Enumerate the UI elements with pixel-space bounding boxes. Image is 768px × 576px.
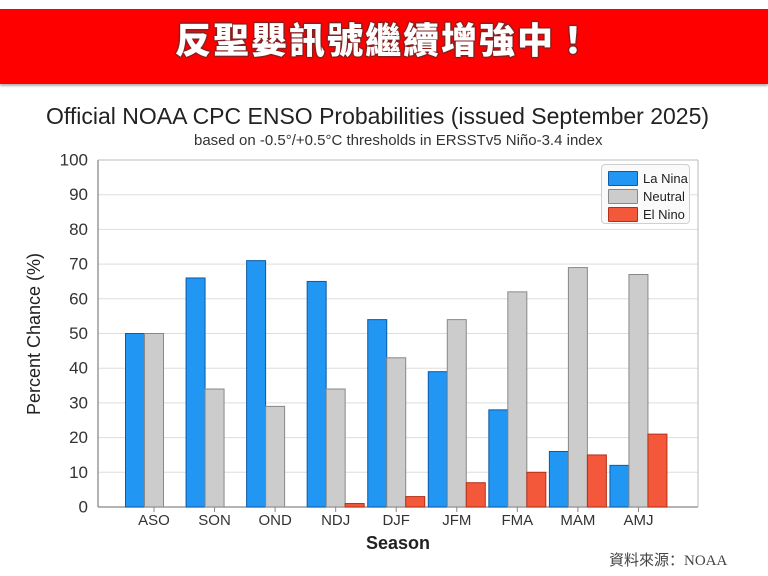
- svg-text:ASO: ASO: [138, 512, 170, 529]
- svg-text:MAM: MAM: [560, 512, 595, 529]
- svg-text:60: 60: [69, 289, 88, 308]
- svg-text:AMJ: AMJ: [623, 512, 653, 529]
- svg-text:40: 40: [69, 359, 88, 378]
- svg-text:10: 10: [69, 463, 88, 482]
- svg-text:70: 70: [69, 255, 88, 274]
- svg-text:0: 0: [79, 498, 88, 517]
- svg-text:50: 50: [69, 324, 88, 343]
- svg-text:30: 30: [69, 393, 88, 412]
- svg-text:JFM: JFM: [442, 512, 471, 529]
- svg-text:100: 100: [60, 151, 88, 170]
- svg-text:20: 20: [69, 428, 88, 447]
- svg-text:DJF: DJF: [382, 512, 410, 529]
- svg-text:NDJ: NDJ: [321, 512, 350, 529]
- svg-text:SON: SON: [198, 512, 231, 529]
- svg-text:90: 90: [69, 185, 88, 204]
- svg-text:OND: OND: [258, 512, 292, 529]
- svg-text:FMA: FMA: [501, 512, 533, 529]
- svg-text:80: 80: [69, 220, 88, 239]
